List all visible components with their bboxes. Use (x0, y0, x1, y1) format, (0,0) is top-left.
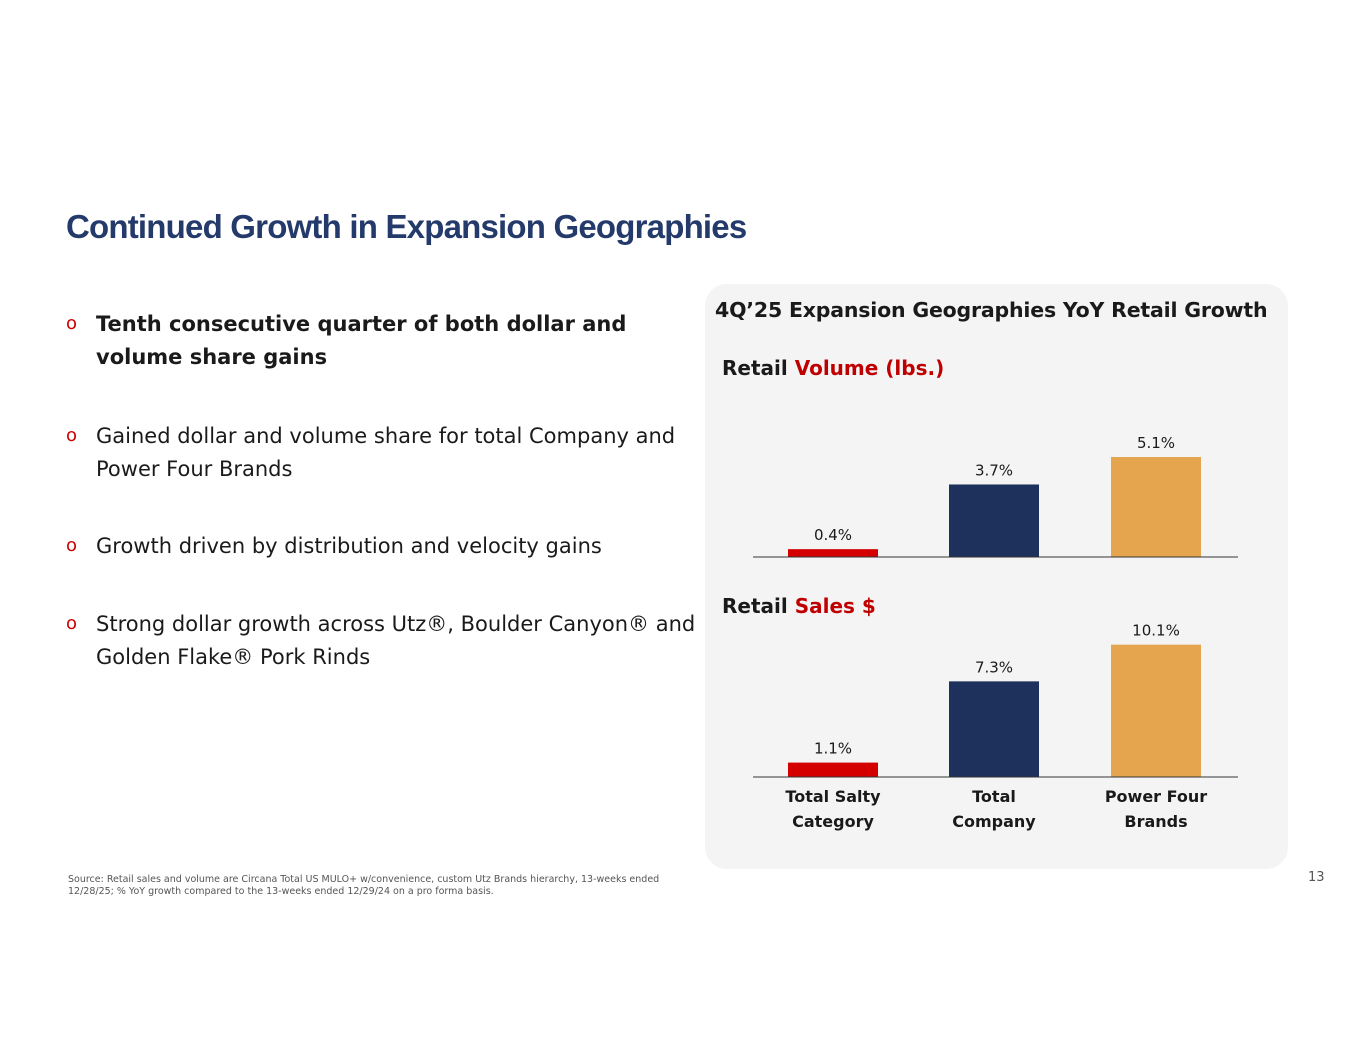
bullet-text: Growth driven by distribution and veloci… (96, 534, 602, 558)
sales-bar (1111, 644, 1201, 777)
sales-heading-prefix: Retail (722, 594, 795, 618)
bullet-text: Tenth consecutive quarter of both dollar… (96, 312, 627, 369)
volume-data-label: 0.4% (814, 526, 852, 544)
category-tick-label: Category (792, 812, 874, 831)
sales-heading-accent: Sales $ (794, 594, 876, 618)
source-footnote: Source: Retail sales and volume are Circ… (68, 874, 660, 897)
category-tick-label: Company (952, 812, 1036, 831)
sales-bar (949, 681, 1039, 777)
chart-panel: 4Q’25 Expansion Geographies YoY Retail G… (705, 284, 1288, 869)
volume-data-label: 5.1% (1137, 434, 1175, 452)
sales-data-label: 7.3% (975, 658, 1013, 676)
category-tick-label: Power Four (1105, 787, 1207, 806)
category-tick-label: Total (972, 787, 1016, 806)
volume-bar (949, 484, 1039, 557)
bar-charts: 0.4% 3.7% 5.1% 1.1% 7.3% 10.1% Total Salty Cate… (753, 434, 1238, 831)
bullet-marker-icon: o (66, 613, 78, 634)
bullet-text: Strong dollar growth across Utz®, Boulde… (96, 612, 696, 669)
bullet-marker-icon: o (66, 313, 78, 334)
sales-data-label: 1.1% (814, 740, 852, 758)
volume-chart-heading: Retail Volume (lbs.) (722, 356, 944, 380)
sales-bar (788, 762, 878, 777)
volume-bar (1111, 457, 1201, 557)
category-tick-label: Brands (1124, 812, 1187, 831)
volume-data-label: 3.7% (975, 461, 1013, 479)
bullet-marker-icon: o (66, 425, 78, 446)
volume-heading-prefix: Retail (722, 356, 795, 380)
sales-data-label: 10.1% (1132, 622, 1180, 640)
page-number: 13 (1308, 870, 1325, 885)
category-tick-label: Total Salty (785, 787, 881, 806)
slide-title: Continued Growth in Expansion Geographie… (66, 208, 747, 245)
bullet-marker-icon: o (66, 535, 78, 556)
chart-panel-title: 4Q’25 Expansion Geographies YoY Retail G… (715, 298, 1268, 322)
volume-bar (788, 549, 878, 557)
volume-heading-accent: Volume (lbs.) (794, 356, 945, 380)
sales-chart-heading: Retail Sales $ (722, 594, 876, 618)
bullet-text: Gained dollar and volume share for total… (96, 424, 676, 481)
